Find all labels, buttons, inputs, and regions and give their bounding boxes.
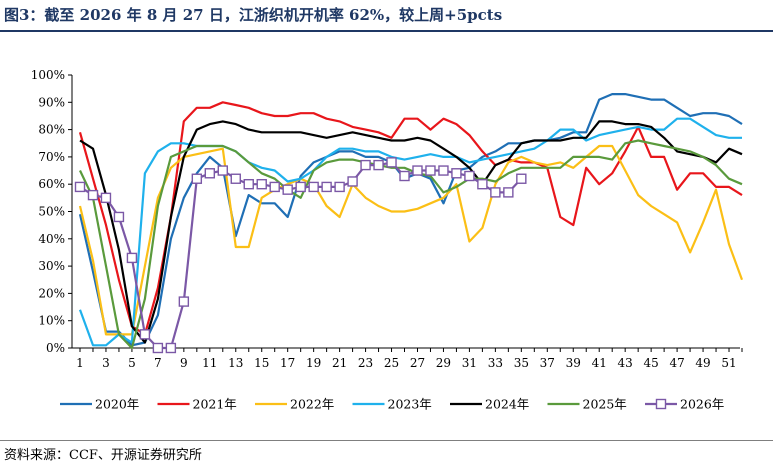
x-tick-label: 43 [618, 356, 633, 370]
chart-series [74, 92, 744, 354]
data-point [503, 187, 514, 198]
legend-label: 2022年 [290, 397, 334, 412]
data-point [399, 170, 410, 182]
data-point [321, 181, 332, 193]
series-line-2025年 [79, 139, 743, 350]
x-tick-label: 5 [128, 356, 136, 370]
data-point [464, 170, 475, 182]
legend-label: 2026年 [680, 397, 724, 412]
series-line-2024年 [79, 120, 743, 344]
data-point [477, 178, 488, 190]
data-point [360, 159, 371, 171]
data-point [74, 181, 86, 193]
y-tick-label: 80% [38, 123, 65, 137]
data-point [438, 165, 449, 176]
legend-marker [655, 398, 667, 410]
y-tick-label: 20% [38, 286, 65, 300]
x-tick-label: 21 [332, 356, 347, 370]
data-point [282, 184, 293, 195]
source-note: 资料来源：CCF、开源证券研究所 [4, 448, 202, 463]
data-point [373, 159, 384, 171]
x-tick-label: 35 [514, 356, 529, 370]
y-tick-label: 50% [38, 205, 65, 219]
x-tick-label: 33 [488, 356, 503, 370]
page-title: 图3：截至 2026 年 8 月 27 日，江浙织机开机率 62%，较上周+5p… [4, 6, 503, 24]
legend-label: 2021年 [193, 397, 237, 412]
legend-label: 2023年 [388, 397, 432, 412]
y-tick-label: 40% [38, 232, 65, 246]
source-divider [0, 440, 773, 441]
series-line-2020年 [78, 92, 743, 347]
data-point [490, 187, 501, 198]
chart-axes: 0%10%20%30%40%50%60%70%80%90%100%1 3 5 7 9 11… [31, 68, 743, 370]
data-point [178, 296, 190, 307]
x-tick-label: 13 [228, 356, 243, 370]
y-tick-label: 70% [38, 150, 65, 164]
legend-label: 2020年 [95, 397, 139, 412]
data-point [347, 176, 358, 187]
y-tick-label: 100% [31, 68, 65, 82]
y-tick-label: 30% [38, 259, 65, 273]
x-tick-label: 47 [669, 356, 684, 370]
data-point [243, 178, 254, 190]
data-point [256, 178, 267, 190]
data-point [87, 189, 99, 201]
x-tick-label: 51 [721, 356, 736, 370]
data-point [412, 165, 423, 176]
x-tick-label: 19 [306, 356, 321, 370]
data-point [139, 329, 151, 340]
x-tick-label: 41 [592, 356, 607, 370]
x-tick-label: 3 [102, 356, 110, 370]
x-tick-label: 11 [202, 356, 217, 370]
data-point [165, 342, 177, 354]
y-tick-label: 90% [38, 95, 65, 109]
series-line-2021年 [78, 101, 743, 336]
title-divider [0, 30, 773, 32]
x-tick-label: 27 [410, 356, 425, 370]
y-tick-label: 60% [38, 177, 65, 191]
x-tick-label: 49 [695, 356, 710, 370]
data-point [100, 192, 112, 204]
data-point [295, 181, 306, 193]
data-point [217, 165, 228, 176]
x-tick-label: 45 [643, 356, 658, 370]
y-tick-label: 0% [46, 341, 65, 355]
data-point [425, 165, 436, 176]
y-tick-label: 10% [38, 314, 65, 328]
data-point [113, 211, 125, 223]
data-point [516, 173, 527, 184]
x-tick-label: 25 [384, 356, 399, 370]
data-point [152, 342, 164, 354]
data-point [451, 168, 462, 179]
data-point [126, 252, 138, 264]
chart-legend: 2020年 2021年 2022年 2023年 2024年 2025年 2026年 [60, 397, 724, 412]
data-point [308, 181, 319, 193]
x-tick-label: 9 [180, 356, 188, 370]
data-point [269, 181, 280, 193]
legend-label: 2025年 [583, 397, 627, 412]
x-tick-label: 7 [154, 356, 162, 370]
x-tick-label: 39 [566, 356, 581, 370]
data-point [204, 168, 216, 179]
line-chart: 0%10%20%30%40%50%60%70%80%90%100%1 3 5 7 9 11… [31, 68, 744, 412]
x-tick-label: 23 [358, 356, 373, 370]
x-tick-label: 17 [280, 356, 295, 370]
x-tick-label: 37 [540, 356, 555, 370]
data-point [334, 181, 345, 193]
data-point [386, 157, 397, 168]
x-tick-label: 29 [436, 356, 451, 370]
x-tick-label: 1 [76, 356, 84, 370]
x-tick-label: 31 [462, 356, 477, 370]
x-tick-label: 15 [254, 356, 269, 370]
legend-label: 2024年 [485, 397, 529, 412]
series-line-2022年 [78, 144, 744, 336]
data-point [230, 173, 241, 184]
data-point [191, 173, 203, 184]
